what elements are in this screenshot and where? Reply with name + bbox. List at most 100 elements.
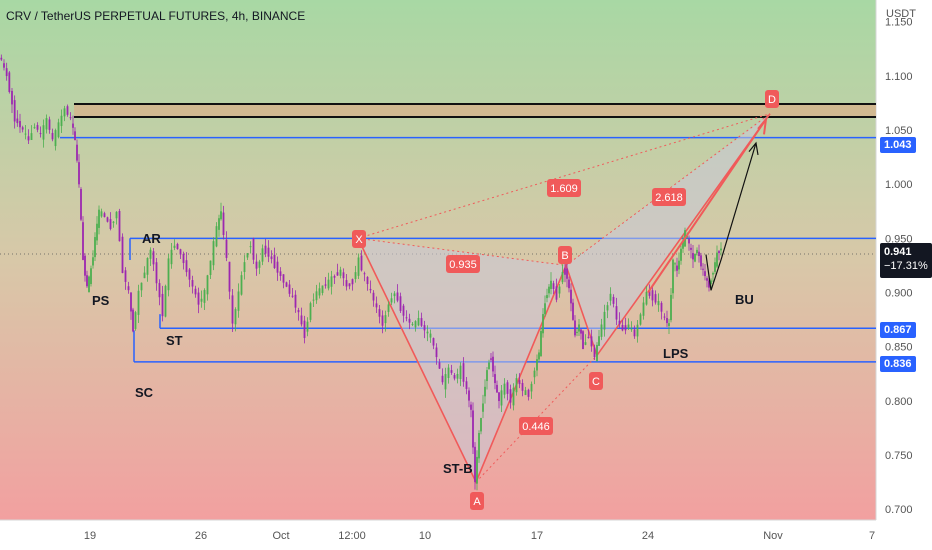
last-price-badge: 0.941 −17.31% <box>880 243 932 278</box>
candle-body <box>231 295 234 324</box>
time-tick-label: 10 <box>419 530 431 542</box>
candle-body <box>486 370 488 382</box>
candle-body <box>164 285 167 317</box>
candle-body <box>576 331 578 333</box>
candle-body <box>218 218 220 230</box>
candle-body <box>11 90 13 105</box>
price-tick-label: 1.100 <box>885 71 913 83</box>
candle-body <box>42 125 45 140</box>
ratio-badge <box>519 417 553 435</box>
candle-body <box>540 331 542 357</box>
candle-body <box>704 271 706 277</box>
candle-body <box>484 386 486 397</box>
candle-body <box>476 456 478 484</box>
candle-body <box>521 383 524 391</box>
candle-body <box>692 253 694 260</box>
pattern-point-badge <box>470 492 484 510</box>
candle-body <box>438 362 441 369</box>
projection-path-black <box>705 142 757 291</box>
time-tick-label: 19 <box>84 530 96 542</box>
ratio-label: 0.935 <box>449 259 477 271</box>
candle-body <box>618 320 621 325</box>
candle-body <box>240 275 243 295</box>
wyckoff-label: AR <box>142 231 161 246</box>
candle-body <box>596 344 598 362</box>
candle-body <box>568 279 570 289</box>
candle-body <box>360 255 363 271</box>
candle-body <box>396 292 399 301</box>
candle-body <box>80 188 82 220</box>
price-badge-836: 0.836 <box>880 356 916 372</box>
pattern-point-labels: X A B C D <box>352 90 779 510</box>
candle-body <box>324 284 327 286</box>
candle-body <box>462 363 465 382</box>
candle-body <box>100 211 103 217</box>
candle-body <box>8 72 11 92</box>
ratio-labels: 0.935 1.609 2.618 0.446 <box>446 179 686 435</box>
candle-body <box>494 374 496 384</box>
candle-body <box>315 291 318 301</box>
wyckoff-label: ST-B <box>443 461 473 476</box>
candle-body <box>470 404 472 410</box>
candle-body <box>411 323 414 325</box>
candle-body <box>342 272 345 279</box>
candle-body <box>66 106 69 115</box>
candle-body <box>63 108 66 117</box>
candle-body <box>570 289 572 304</box>
pattern-point-badge <box>589 372 603 390</box>
candle-body <box>261 248 264 262</box>
candle-body <box>506 382 509 394</box>
candle-body <box>690 247 692 250</box>
candle-body <box>550 280 552 289</box>
candle-body <box>339 269 342 276</box>
candle-body <box>82 222 84 260</box>
candle-body <box>291 295 294 297</box>
candle-body <box>336 272 339 276</box>
candle-body <box>399 296 402 311</box>
candle-body <box>702 268 704 270</box>
candle-body <box>670 294 672 321</box>
candle-body <box>381 315 384 326</box>
time-axis-background <box>0 520 876 550</box>
candle-body <box>639 314 642 325</box>
candle-body <box>167 258 170 291</box>
candle-body <box>603 311 606 330</box>
candle-body <box>94 237 96 258</box>
wyckoff-labels: PS AR ST SC ST-B LPS BU <box>92 231 754 476</box>
wyckoff-label: SC <box>135 385 154 400</box>
price-axis-ticks: 1.150 1.100 1.050 1.000 0.950 0.900 0.850 0.800… <box>885 17 913 517</box>
time-tick-label: Oct <box>272 530 289 542</box>
candle-body <box>645 291 648 305</box>
candle-body <box>225 239 228 258</box>
candle-body <box>712 273 714 275</box>
candle-body <box>633 329 636 337</box>
pattern-point-badge <box>558 246 572 264</box>
candle-body <box>718 251 720 254</box>
candle-body <box>109 219 112 229</box>
candle-body <box>426 331 429 334</box>
candle-body <box>39 133 42 135</box>
candle-body <box>536 359 538 371</box>
candle-body <box>351 279 354 285</box>
candle-body <box>660 302 663 312</box>
ratio-dotted-line <box>565 113 771 266</box>
candle-body <box>188 269 191 280</box>
candle-body <box>357 257 360 276</box>
time-tick-label: 7 <box>869 530 875 542</box>
candle-body <box>582 331 584 349</box>
candle-body <box>378 309 381 317</box>
candle-body <box>57 122 60 138</box>
wyckoff-label: PS <box>92 293 110 308</box>
candle-body <box>222 212 225 235</box>
candle-body <box>408 318 411 323</box>
candle-body <box>527 389 530 397</box>
candle-body <box>393 293 396 297</box>
candle-body <box>194 288 197 295</box>
candle-body <box>453 375 456 379</box>
candle-body <box>706 278 708 281</box>
candle-body <box>134 312 137 329</box>
candle-body <box>606 305 609 311</box>
candle-body <box>648 291 651 296</box>
candle-body <box>127 286 130 291</box>
